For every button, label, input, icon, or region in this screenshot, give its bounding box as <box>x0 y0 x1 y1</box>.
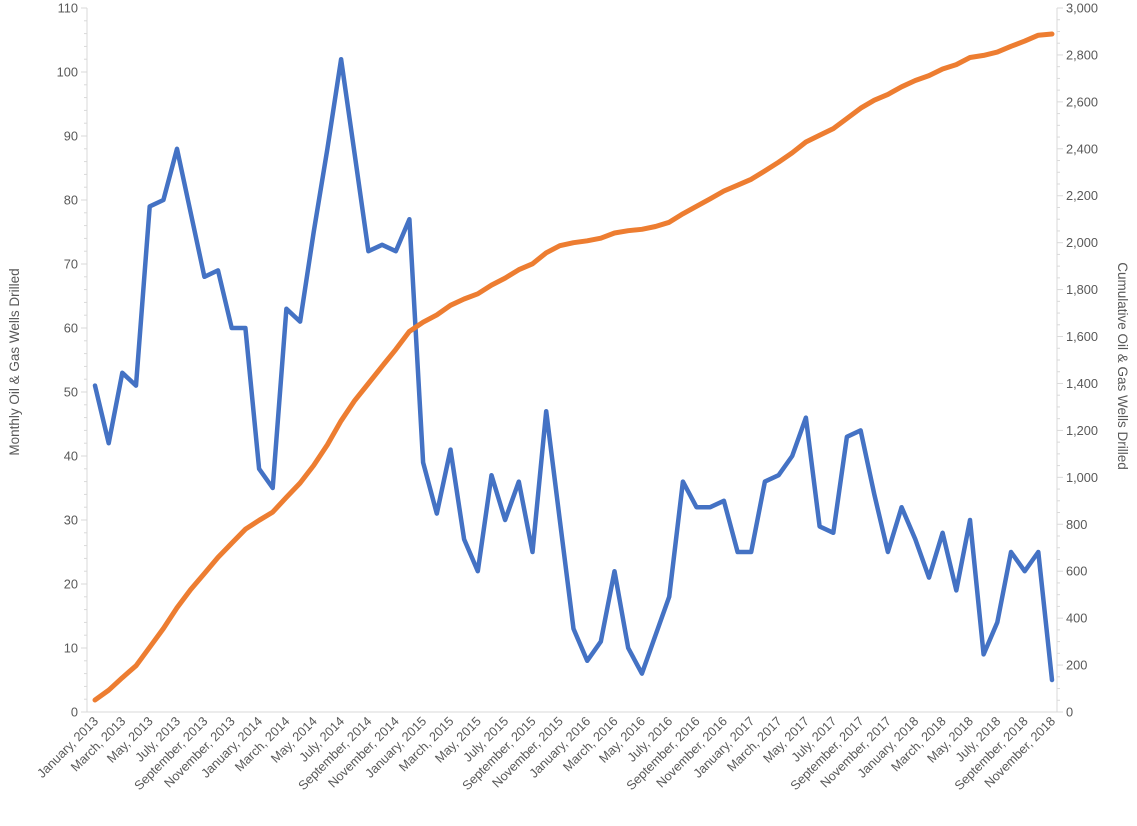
right-axis-tick-label: 0 <box>1066 705 1073 720</box>
right-axis-tick-label: 1,200 <box>1066 423 1098 438</box>
right-axis-tick-label: 1,400 <box>1066 376 1098 391</box>
right-axis-tick-label: 800 <box>1066 517 1087 532</box>
left-axis-tick-label: 110 <box>58 1 78 16</box>
left-axis-tick-label: 40 <box>64 449 78 464</box>
left-axis-tick-label: 50 <box>64 385 78 400</box>
left-axis-tick-label: 60 <box>64 321 78 336</box>
right-axis-tick-label: 1,800 <box>1066 282 1098 297</box>
right-axis-tick-label: 600 <box>1066 564 1087 579</box>
right-axis-tick-label: 1,600 <box>1066 329 1098 344</box>
monthly-series-line <box>92 56 1055 683</box>
left-axis-tick-label: 90 <box>64 129 78 144</box>
right-axis-tick-label: 400 <box>1066 611 1087 626</box>
right-axis-tick-label: 200 <box>1066 658 1087 673</box>
right-axis-tick-label: 2,600 <box>1066 94 1098 109</box>
left-axis-tick-label: 80 <box>64 193 78 208</box>
left-axis-tick-label: 10 <box>64 641 78 656</box>
left-axis-tick-label: 20 <box>64 577 78 592</box>
cumulative-series-line <box>92 31 1055 703</box>
right-axis-title: Cumulative Oil & Gas Wells Drilled <box>1115 262 1130 470</box>
left-axis-tick-label: 70 <box>64 257 78 272</box>
left-axis-tick-label: 100 <box>57 65 78 80</box>
right-axis-tick-label: 2,800 <box>1066 47 1098 62</box>
right-axis-tick-label: 2,200 <box>1066 188 1098 203</box>
left-axis-title: Monthly Oil & Gas Wells Drilled <box>7 268 22 456</box>
left-axis-tick-label: 30 <box>64 513 78 528</box>
left-axis-tick-label: 0 <box>71 705 78 720</box>
right-axis-tick-label: 3,000 <box>1066 1 1098 16</box>
right-axis-tick-label: 1,000 <box>1066 470 1098 485</box>
right-axis-tick-label: 2,400 <box>1066 141 1098 156</box>
right-axis-tick-label: 2,000 <box>1066 235 1098 250</box>
